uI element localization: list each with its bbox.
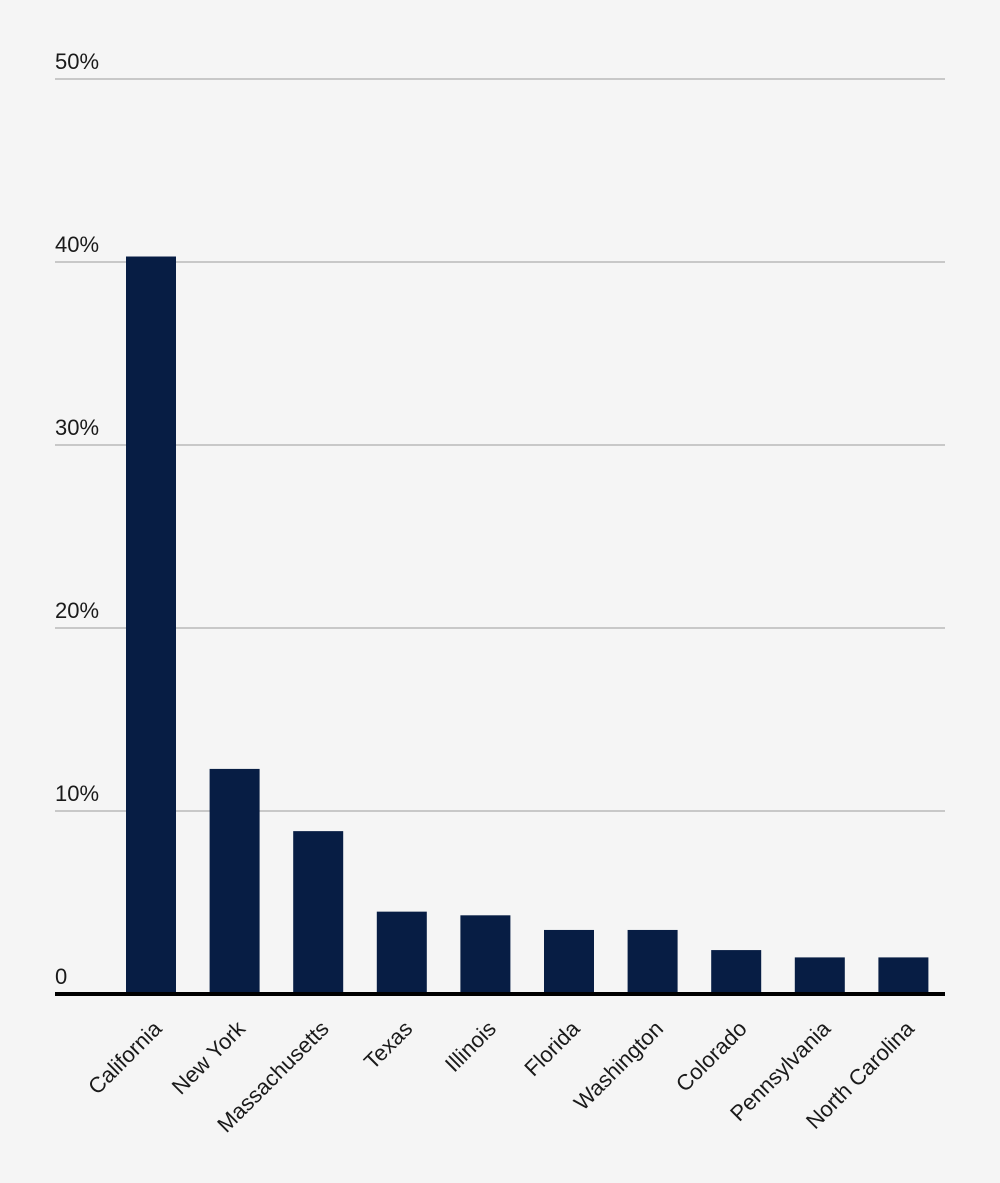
- x-category-label: Texas: [359, 1016, 417, 1074]
- x-category-label: Florida: [519, 1015, 585, 1081]
- bar-illinois: [460, 915, 511, 994]
- y-tick-label: 50%: [55, 49, 99, 74]
- x-category-label: New York: [167, 1015, 251, 1099]
- bar-california: [126, 256, 176, 994]
- y-tick-label: 20%: [55, 598, 99, 623]
- bar-colorado: [711, 950, 762, 994]
- x-category-label: Colorado: [671, 1016, 752, 1097]
- x-category-label: Washington: [569, 1016, 668, 1115]
- y-tick-label: 30%: [55, 415, 99, 440]
- bar-washington: [627, 929, 678, 994]
- bar-pennsylvania: [794, 957, 845, 994]
- bar-florida: [544, 929, 594, 994]
- x-category-label: California: [83, 1015, 167, 1099]
- bar-texas: [376, 911, 427, 994]
- y-tick-label: 40%: [55, 232, 99, 257]
- y-tick-label: 10%: [55, 781, 99, 806]
- x-category-label: Illinois: [440, 1016, 501, 1077]
- bar-north-carolina: [878, 957, 929, 994]
- y-tick-label: 0: [55, 964, 67, 989]
- bar-massachusetts: [293, 831, 344, 994]
- bar-new-york: [209, 768, 260, 994]
